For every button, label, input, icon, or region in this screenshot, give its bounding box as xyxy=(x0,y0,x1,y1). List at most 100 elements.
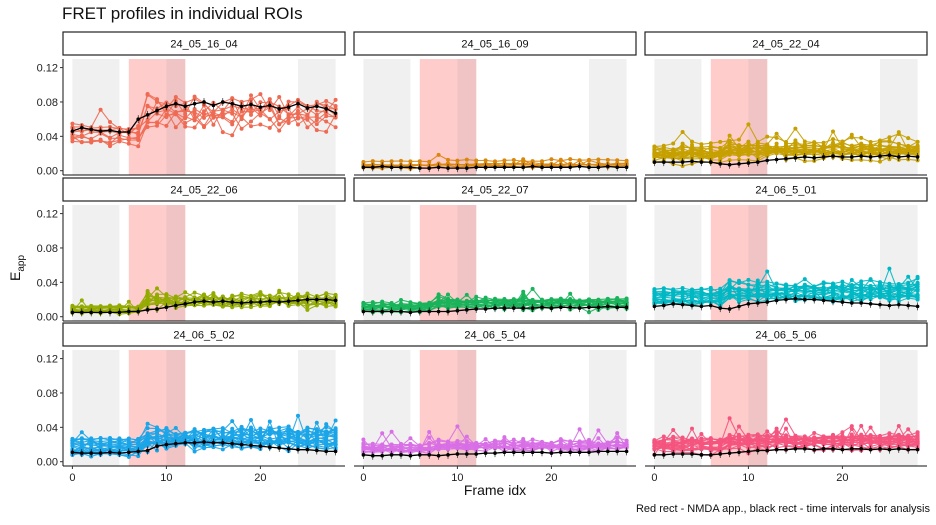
roi-point xyxy=(145,439,150,444)
roi-point xyxy=(896,142,901,147)
roi-point xyxy=(324,302,329,307)
roi-point xyxy=(577,439,582,444)
mean-point xyxy=(427,166,432,170)
mean-point xyxy=(89,451,93,455)
roi-point xyxy=(164,112,169,117)
roi-point xyxy=(436,152,441,157)
nmda-analysis-overlap xyxy=(457,205,477,321)
mean-point xyxy=(98,129,103,133)
roi-point xyxy=(755,288,760,293)
roi-point xyxy=(305,117,310,122)
mean-point xyxy=(249,102,253,107)
roi-point xyxy=(314,442,319,447)
y-tick-label: 0.00 xyxy=(37,166,58,178)
roi-point xyxy=(878,148,882,153)
roi-point xyxy=(530,286,535,291)
mean-point xyxy=(127,130,131,134)
mean-point xyxy=(680,160,685,164)
roi-point xyxy=(680,149,685,154)
roi-point xyxy=(249,97,253,102)
mean-point xyxy=(136,449,140,454)
mean-point xyxy=(286,105,291,109)
roi-point xyxy=(868,425,873,430)
roi-point xyxy=(849,135,854,140)
mean-point xyxy=(192,101,197,106)
roi-point xyxy=(314,128,319,133)
facet-strip-label: 24_06_5_04 xyxy=(464,330,525,342)
mean-point xyxy=(596,165,601,170)
mean-point xyxy=(164,305,169,310)
roi-point xyxy=(483,437,488,442)
roi-point xyxy=(868,149,873,154)
roi-point xyxy=(896,130,901,135)
roi-point xyxy=(690,147,694,152)
roi-point xyxy=(145,426,150,431)
roi-point xyxy=(483,300,488,305)
mean-point xyxy=(145,113,150,117)
mean-point xyxy=(399,165,403,170)
roi-point xyxy=(258,92,263,97)
roi-point xyxy=(746,277,751,282)
roi-point xyxy=(793,289,798,294)
roi-point xyxy=(849,144,854,149)
facet-strip xyxy=(353,31,637,56)
roi-point xyxy=(878,138,882,143)
facet-strip-label: 24_06_5_02 xyxy=(173,330,234,342)
roi-point xyxy=(596,299,601,304)
roi-point xyxy=(737,137,741,142)
roi-point xyxy=(98,305,103,310)
roi-point xyxy=(239,425,244,430)
mean-point xyxy=(315,104,319,109)
mean-point xyxy=(502,450,507,455)
x-tick-label: 10 xyxy=(160,472,172,484)
y-tick-label: 0.12 xyxy=(37,63,58,75)
y-tick-label: 0.04 xyxy=(37,131,58,143)
roi-point xyxy=(324,425,329,430)
roi-point xyxy=(690,139,694,144)
roi-point xyxy=(784,151,788,156)
mean-point xyxy=(371,453,375,458)
roi-point xyxy=(746,282,751,287)
roi-point xyxy=(849,291,854,296)
roi-point xyxy=(155,292,159,297)
roi-point xyxy=(661,286,666,291)
roi-point xyxy=(361,303,366,308)
roi-point xyxy=(173,299,178,304)
roi-point xyxy=(296,433,300,438)
mean-point xyxy=(239,301,244,305)
roi-point xyxy=(230,119,235,124)
roi-point xyxy=(784,287,788,292)
roi-point xyxy=(802,286,807,291)
roi-point xyxy=(267,419,272,424)
roi-point xyxy=(164,292,169,297)
roi-point xyxy=(202,109,206,114)
mean-point xyxy=(277,446,282,450)
roi-point xyxy=(164,426,169,431)
roi-point xyxy=(164,298,169,303)
roi-point xyxy=(483,295,488,300)
mean-point xyxy=(117,451,122,455)
mean-point xyxy=(662,303,666,308)
mean-point xyxy=(239,442,244,447)
mean-point xyxy=(624,305,629,310)
mean-point xyxy=(549,306,554,310)
roi-point xyxy=(145,436,150,441)
mean-point xyxy=(690,159,694,164)
roi-point xyxy=(446,161,450,166)
mean-point xyxy=(230,101,234,106)
roi-point xyxy=(324,431,329,436)
roi-point xyxy=(258,111,263,116)
mean-point xyxy=(202,100,206,104)
roi-point xyxy=(249,124,253,129)
roi-point xyxy=(314,122,319,127)
roi-point xyxy=(511,157,516,162)
roi-point xyxy=(906,282,911,287)
mean-point xyxy=(493,306,497,310)
roi-point xyxy=(333,435,338,440)
roi-point xyxy=(718,445,723,450)
mean-point xyxy=(230,300,234,304)
mean-point xyxy=(521,165,525,170)
facet-strip xyxy=(62,177,346,202)
mean-point xyxy=(258,105,263,109)
mean-point xyxy=(324,297,329,302)
